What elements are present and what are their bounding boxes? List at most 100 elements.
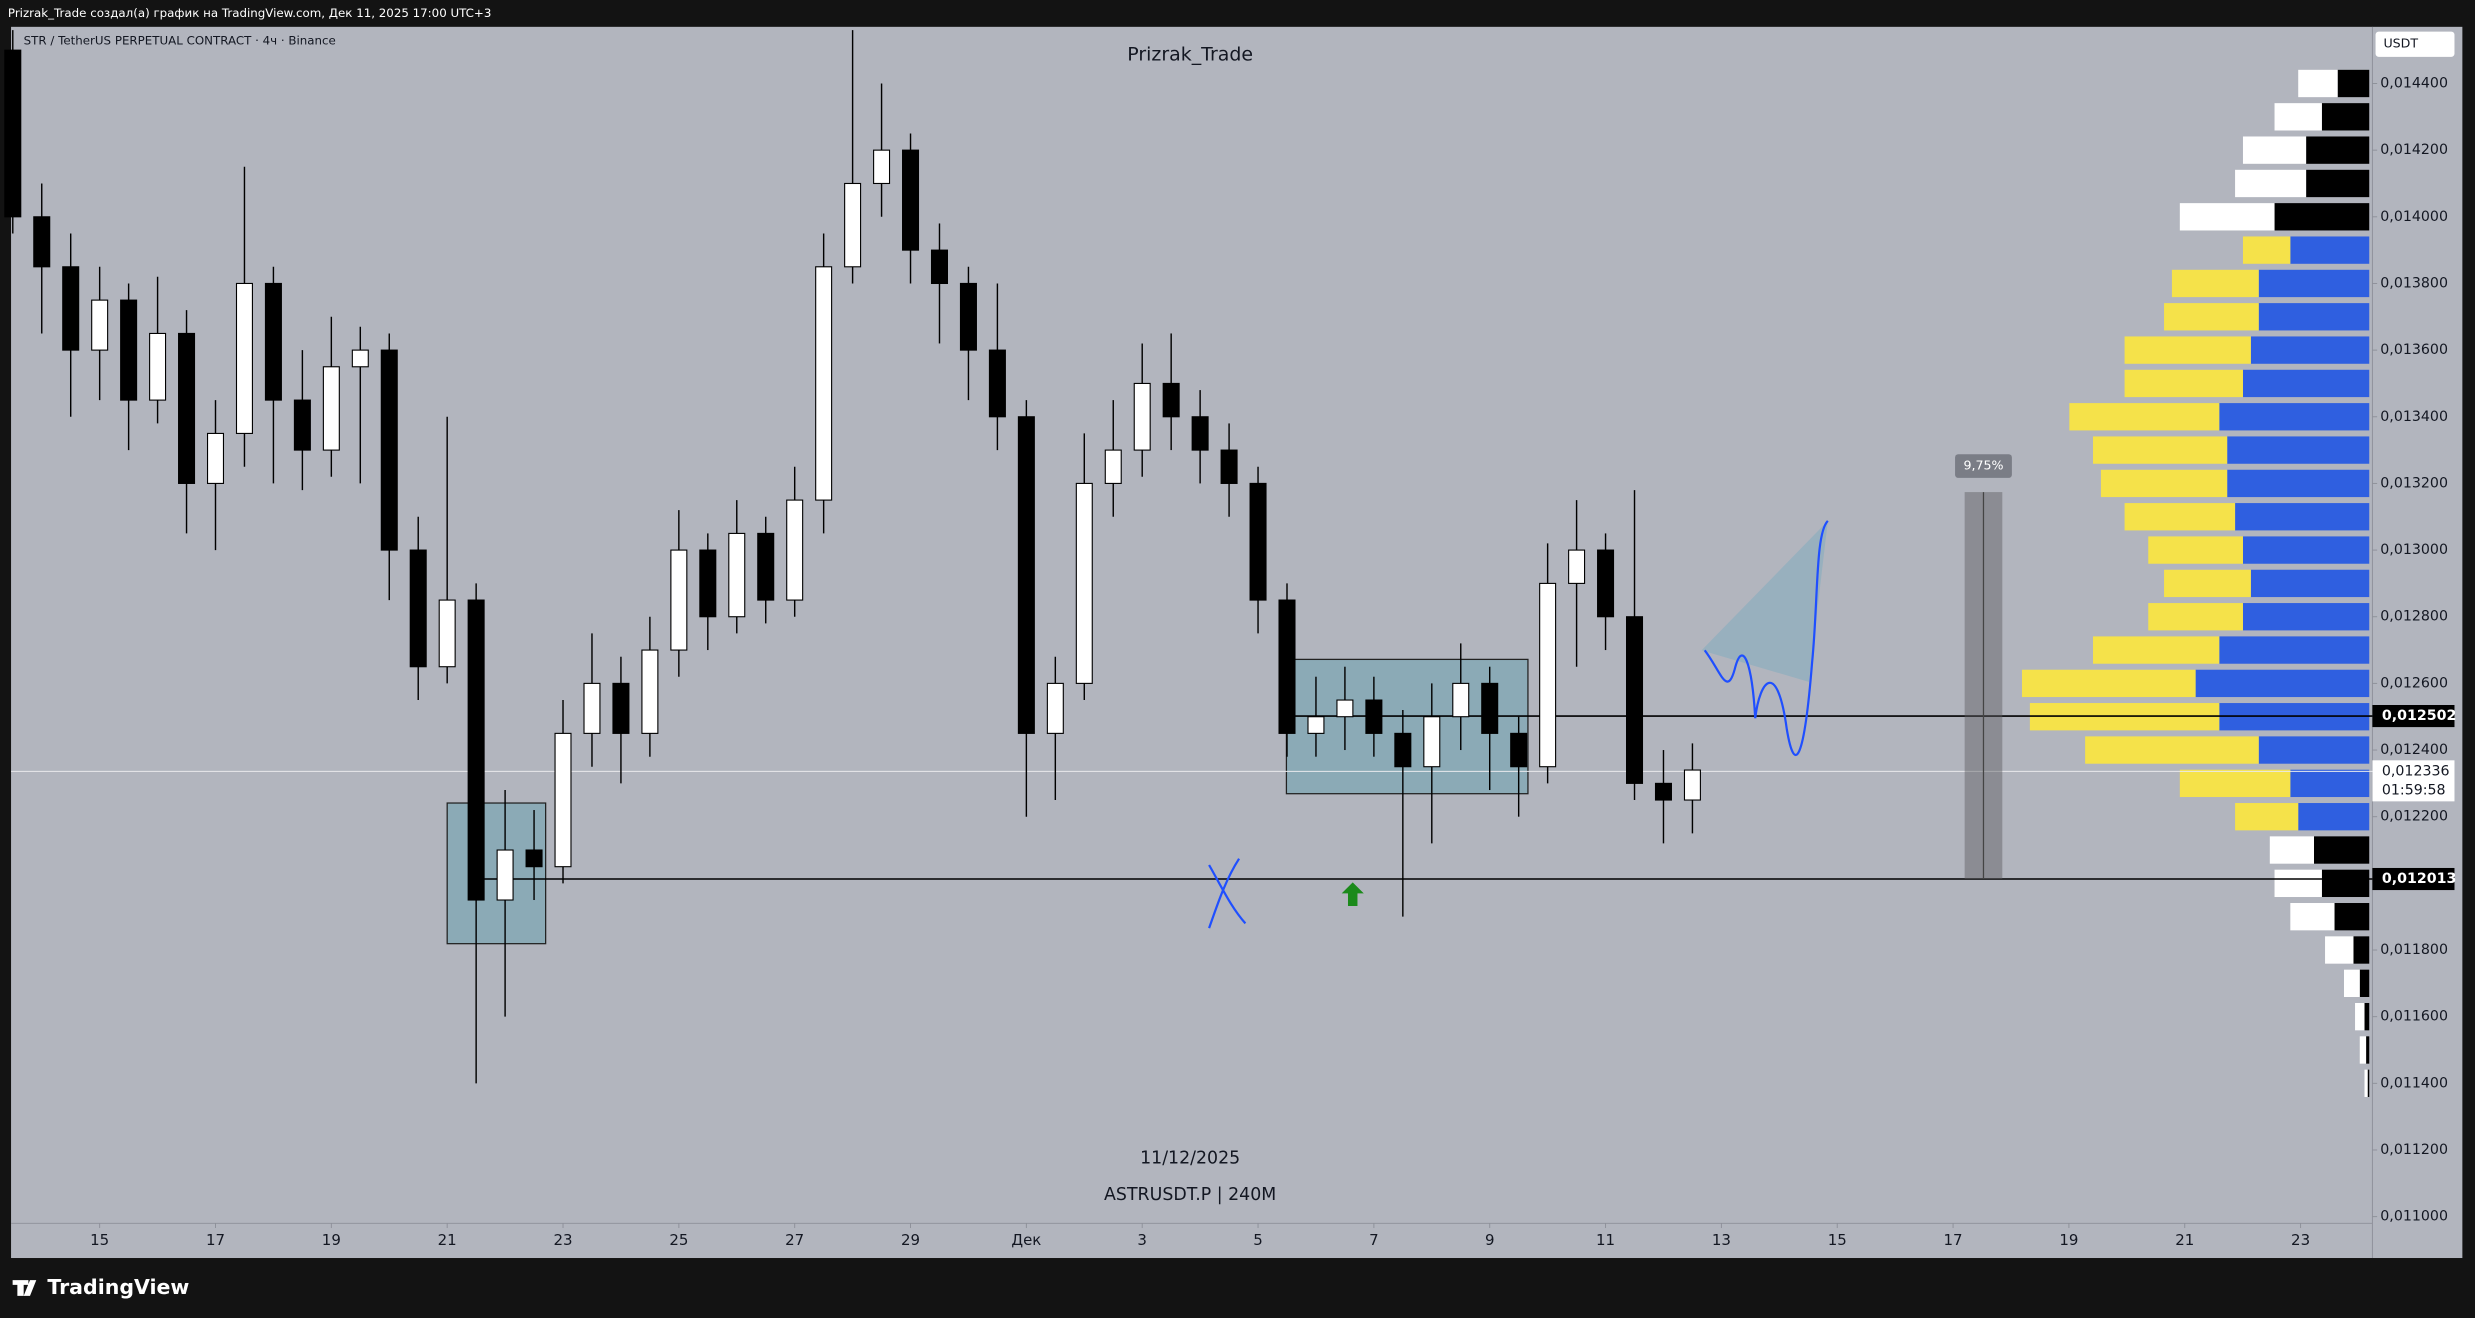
- candle-body: [1597, 549, 1615, 618]
- candle-body: [670, 549, 688, 651]
- x-tick-label: 13: [1712, 1231, 1731, 1249]
- measure: 9,75%: [1955, 454, 2012, 880]
- logo-text[interactable]: TradingView: [47, 1275, 189, 1299]
- candle-body: [1394, 732, 1412, 768]
- candle-body: [293, 399, 311, 451]
- x-tick-label: 15: [90, 1231, 109, 1249]
- last-price-box: [2372, 760, 2455, 802]
- candle-body: [1191, 416, 1209, 451]
- candle-body: [728, 532, 746, 618]
- y-tick-label: 0,012400: [2380, 742, 2448, 758]
- measure-label-box: [1955, 454, 2012, 478]
- x-tick-label: 3: [1137, 1231, 1147, 1249]
- profile-down: [2367, 1069, 2370, 1097]
- candle-body: [641, 649, 659, 734]
- candle-body: [1220, 449, 1238, 484]
- candle-body: [1278, 599, 1296, 734]
- profile-up: [2100, 469, 2228, 498]
- profile-down: [2227, 469, 2370, 498]
- candle-body: [583, 682, 601, 734]
- y-tick-label: 0,014400: [2380, 75, 2448, 91]
- x-tick-label: 29: [901, 1231, 920, 1249]
- price-label: 0,012502: [2382, 708, 2457, 724]
- footer: TradingView: [12, 1275, 189, 1299]
- profile-up: [2269, 836, 2314, 864]
- currency-label: USDT: [2383, 36, 2418, 51]
- profile-down: [2258, 303, 2370, 331]
- profile-up: [2343, 969, 2360, 997]
- profile-down: [2227, 436, 2370, 464]
- candle-body: [959, 282, 977, 351]
- profile-down: [2258, 736, 2370, 764]
- candle-body: [1133, 382, 1151, 451]
- x-tick-label: 17: [1944, 1231, 1963, 1249]
- profile-up: [2355, 1002, 2365, 1031]
- candle-body: [91, 299, 109, 351]
- hand-drawings: [1208, 520, 1829, 929]
- candle-body: [1075, 482, 1093, 684]
- profile-down: [2250, 569, 2370, 598]
- y-tick-label: 0,013800: [2380, 275, 2448, 291]
- candle-body: [1336, 699, 1354, 718]
- symbol-label: STR / TetherUS PERPETUAL CONTRACT · 4ч ·…: [24, 34, 336, 48]
- x-tick-label: 19: [322, 1231, 341, 1249]
- y-tick-label: 0,013400: [2380, 409, 2448, 425]
- candle-body: [815, 266, 833, 501]
- x-tick-label: 19: [2059, 1231, 2078, 1249]
- y-tick-label: 0,013000: [2380, 542, 2448, 558]
- y-tick-label: 0,011400: [2380, 1075, 2448, 1091]
- profile-up: [2124, 336, 2251, 364]
- candles: [4, 30, 1701, 1084]
- x-tick-label: 23: [553, 1231, 572, 1249]
- profile-up: [2148, 536, 2243, 564]
- zone-box: [446, 802, 547, 945]
- y-tick-label: 0,011800: [2380, 942, 2448, 958]
- candle-body: [1452, 682, 1470, 718]
- y-tick-label: 0,012600: [2380, 675, 2448, 691]
- profile-up: [2171, 269, 2259, 298]
- profile-up: [2235, 169, 2307, 198]
- last-price-label: 0,012336: [2382, 763, 2450, 779]
- x-tick-label: 25: [669, 1231, 688, 1249]
- candle-body: [1654, 782, 1672, 801]
- candle-body: [1249, 482, 1267, 601]
- candle-body: [120, 299, 138, 401]
- profile-down: [2353, 936, 2370, 964]
- candle-body: [699, 549, 717, 618]
- profile-down: [2258, 269, 2370, 298]
- candle-body: [409, 549, 427, 668]
- x-tick-label: 7: [1369, 1231, 1379, 1249]
- profile-up: [2325, 936, 2354, 964]
- profile-down: [2235, 503, 2370, 531]
- candle-body: [902, 149, 920, 251]
- candle-body: [757, 532, 775, 601]
- countdown-label: 01:59:58: [2382, 782, 2446, 798]
- candle-body: [988, 349, 1006, 418]
- candle-body: [1683, 769, 1701, 801]
- candle-body: [496, 849, 514, 901]
- candle-body: [930, 249, 949, 285]
- profile-down: [2242, 536, 2370, 564]
- candle-body: [4, 49, 22, 218]
- candle-body: [1104, 449, 1122, 484]
- x-tick-label: 5: [1253, 1231, 1263, 1249]
- logo-icon: [12, 1280, 37, 1296]
- profile-down: [2274, 203, 2370, 231]
- profile-down: [2313, 836, 2370, 864]
- axes: 0,011000 0,011200 0,011400 0,011600 0,011800…: [90, 75, 2456, 1249]
- currency-button[interactable]: [2375, 31, 2455, 57]
- y-tick-label: 0,012800: [2380, 609, 2448, 625]
- profile-up: [2124, 369, 2243, 398]
- x-tick-label: 23: [2291, 1231, 2310, 1249]
- profile-up: [2179, 769, 2291, 798]
- candle-body: [264, 282, 282, 401]
- candle-body: [149, 332, 167, 401]
- y-tick-label: 0,013600: [2380, 342, 2448, 358]
- profile-up: [2290, 903, 2335, 931]
- candle-body: [1510, 732, 1528, 768]
- candle-body: [1539, 582, 1557, 768]
- candle-body: [1625, 616, 1644, 784]
- candle-body: [235, 282, 253, 434]
- profile-up: [2274, 103, 2322, 131]
